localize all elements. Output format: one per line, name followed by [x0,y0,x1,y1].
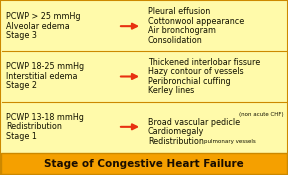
Text: Air bronchogram: Air bronchogram [148,26,216,35]
Bar [1,153,287,174]
Text: Hazy contour of vessels: Hazy contour of vessels [148,67,244,76]
Text: pulmonary vessels: pulmonary vessels [204,139,256,143]
Text: Cottonwool appearance: Cottonwool appearance [148,17,244,26]
Text: PCWP 18-25 mmHg: PCWP 18-25 mmHg [6,62,84,72]
Text: Redistribution: Redistribution [6,122,62,131]
Text: Stage 1: Stage 1 [6,132,37,141]
Text: Peribronchial cuffing: Peribronchial cuffing [148,77,231,86]
Text: Redistribution: Redistribution [148,136,204,146]
Text: Pleural effusion: Pleural effusion [148,7,210,16]
Text: Broad vascular pedicle: Broad vascular pedicle [148,118,240,127]
Text: PCWP 13-18 mmHg: PCWP 13-18 mmHg [6,113,84,122]
Text: Thickened interlobar fissure: Thickened interlobar fissure [148,58,260,67]
Text: Kerley lines: Kerley lines [148,86,194,95]
Text: PCWP > 25 mmHg: PCWP > 25 mmHg [6,12,81,21]
Text: Consolidation: Consolidation [148,36,203,45]
Text: Cardiomegaly: Cardiomegaly [148,127,204,136]
Text: (non acute CHF): (non acute CHF) [239,112,284,117]
Text: Alveolar edema: Alveolar edema [6,22,70,31]
Text: Stage of Congestive Heart Failure: Stage of Congestive Heart Failure [44,159,244,169]
Text: Stage 2: Stage 2 [6,82,37,90]
Text: Interstitial edema: Interstitial edema [6,72,77,81]
Text: Stage 3: Stage 3 [6,31,37,40]
